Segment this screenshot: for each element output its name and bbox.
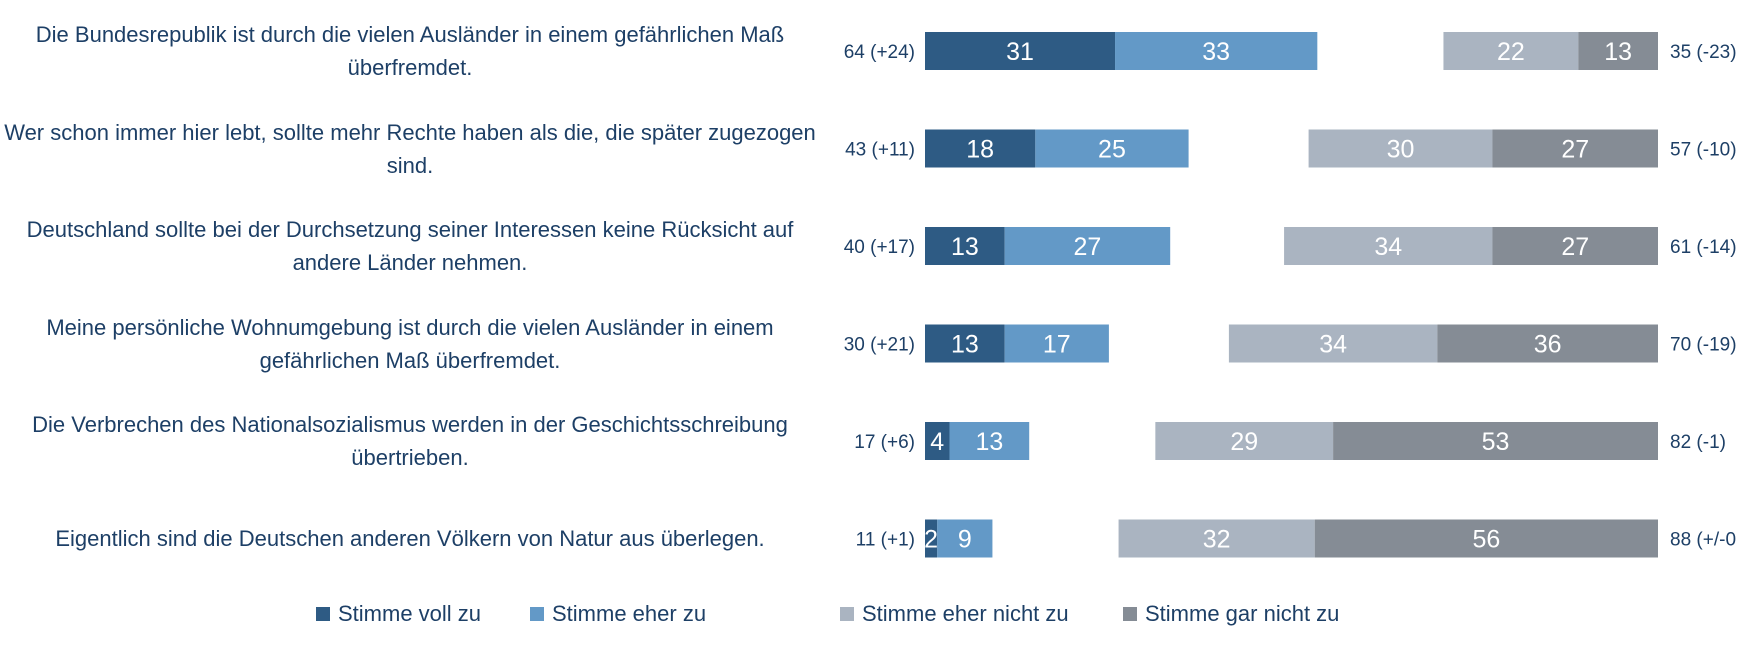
statement-label: Die Bundesrepublik ist durch die vielen …: [35, 22, 785, 80]
agree-total-label: 43 (+11): [845, 140, 915, 161]
bar-value-label: 13: [975, 428, 1003, 456]
agree-total-label: 30 (+21): [844, 335, 915, 356]
disagree-total-label: 61 (-14): [1670, 237, 1737, 258]
bar-segment: [1284, 227, 1493, 265]
bar-segment: [1155, 422, 1334, 460]
bar-value-label: 36: [1534, 331, 1562, 359]
bar-segment: [1314, 519, 1658, 558]
statement-label: Die Verbrechen des Nationalsozialismus w…: [32, 412, 788, 470]
bar-segment: [1035, 129, 1189, 168]
agree-total-label: 64 (+24): [844, 42, 915, 63]
bar-value-label: 27: [1074, 233, 1102, 261]
bar-segment: [925, 227, 1005, 265]
legend-item: Stimme eher nicht zu: [840, 601, 1069, 627]
agree-total-label: 17 (+6): [854, 432, 915, 453]
bar-value-label: 18: [966, 136, 994, 164]
bar-segment: [1492, 227, 1658, 265]
legend: Stimme voll zu Stimme eher zu Stimme eher …: [0, 598, 1745, 638]
bar-segment: [925, 519, 938, 558]
bar-value-label: 53: [1482, 428, 1510, 456]
bar-value-label: 34: [1319, 331, 1347, 359]
statement-label: Meine persönliche Wohnumgebung ist durch…: [46, 314, 774, 373]
bar-segment: [1228, 324, 1438, 363]
bar-value-label: 13: [951, 233, 979, 261]
bar-segment: [1492, 129, 1658, 168]
bar-value-label: 9: [958, 526, 972, 554]
legend-item: Stimme gar nicht zu: [1123, 601, 1339, 627]
bar-value-label: 27: [1561, 136, 1589, 164]
bar-segment: [1578, 32, 1658, 70]
disagree-total-label: 57 (-10): [1670, 140, 1737, 161]
bar-value-label: 34: [1374, 233, 1402, 261]
statement-label: Eigentlich sind die Deutschen anderen Vö…: [55, 526, 765, 551]
statement-label: Deutschland sollte bei der Durchsetzung …: [26, 217, 794, 275]
bar-segment: [1437, 324, 1658, 363]
legend-swatch: [530, 607, 544, 621]
bar-segment: [925, 32, 1116, 70]
bar-value-label: 4: [930, 428, 944, 456]
bar-segment: [1443, 32, 1579, 70]
bar-value-label: 56: [1472, 526, 1500, 554]
bar-value-label: 25: [1098, 136, 1126, 164]
bar-segment: [949, 422, 1030, 460]
agree-total-label: 11 (+1): [856, 530, 915, 551]
bar-segment: [925, 129, 1036, 168]
legend-label: Stimme eher nicht zu: [862, 601, 1069, 626]
disagree-total-label: 82 (-1): [1670, 432, 1726, 453]
legend-label: Stimme voll zu: [338, 601, 482, 626]
agree-total-label: 40 (+17): [844, 237, 915, 258]
disagree-total-label: 35 (-23): [1670, 42, 1737, 63]
bar-value-label: 2: [924, 526, 938, 554]
disagree-total-label: 88 (+/-0: [1670, 530, 1736, 551]
bar-segment: [1004, 227, 1171, 265]
bar-segment: [1308, 129, 1493, 168]
bar-value-label: 31: [1006, 38, 1034, 66]
bar-value-label: 13: [951, 331, 979, 359]
bar-segment: [925, 324, 1005, 363]
bar-value-label: 17: [1043, 331, 1071, 359]
bar-segment: [925, 422, 950, 460]
legend-label: Stimme gar nicht zu: [1145, 601, 1340, 626]
bar-segment: [937, 519, 993, 558]
bar-value-label: 29: [1230, 428, 1258, 456]
legend-swatch: [1123, 607, 1137, 621]
disagree-total-label: 70 (-19): [1670, 335, 1737, 356]
legend-label: Stimme eher zu: [552, 601, 707, 626]
legend-item: Stimme eher zu: [530, 601, 706, 627]
bar-value-label: 27: [1561, 233, 1589, 261]
bar-value-label: 22: [1497, 38, 1525, 66]
legend-swatch: [316, 607, 330, 621]
bar-value-label: 33: [1202, 38, 1230, 66]
legend-swatch: [840, 607, 854, 621]
statement-label: Wer schon immer hier lebt, sollte mehr R…: [4, 119, 816, 178]
bar-segment: [1004, 324, 1109, 363]
legend-item: Stimme voll zu: [316, 601, 481, 627]
bar-segment: [1333, 422, 1658, 460]
bar-value-label: 30: [1387, 136, 1415, 164]
bar-value-label: 32: [1203, 526, 1231, 554]
bar-segment: [1118, 519, 1315, 558]
bar-value-label: 13: [1604, 38, 1632, 66]
bar-segment: [1115, 32, 1318, 70]
